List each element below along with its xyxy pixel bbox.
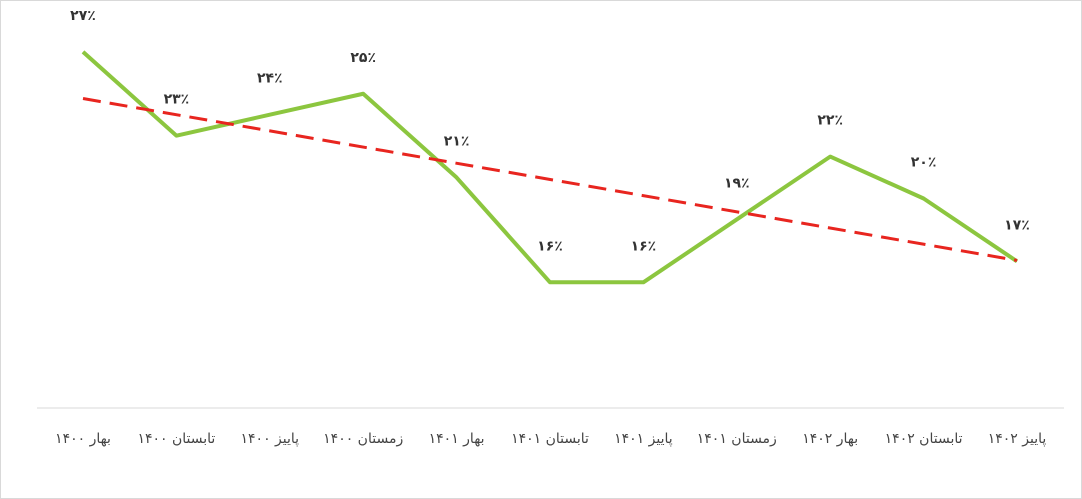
- x-tick-label: بهار ۱۴۰۱: [428, 431, 485, 447]
- data-label: ۱۶٪: [537, 238, 563, 254]
- data-label: ۲۴٪: [257, 71, 283, 87]
- data-label: ۲۷٪: [70, 8, 96, 24]
- x-tick-label: پاییز ۱۴۰۰: [240, 431, 300, 447]
- x-tick-label: بهار ۱۴۰۲: [802, 431, 859, 447]
- line-series: [81, 50, 1019, 285]
- data-label: ۲۳٪: [164, 92, 190, 108]
- x-tick-label: تابستان ۱۴۰۱: [511, 431, 589, 447]
- trendline: [82, 97, 1018, 262]
- x-tick-label: زمستان ۱۴۰۱: [696, 431, 777, 447]
- data-label: ۱۹٪: [724, 175, 750, 191]
- data-label: ۲۵٪: [350, 50, 376, 66]
- data-label: ۲۱٪: [444, 134, 470, 150]
- x-tick-label: پاییز ۱۴۰۱: [614, 431, 673, 447]
- data-label: ۲۲٪: [817, 113, 843, 129]
- data-label: ۲۰٪: [911, 155, 937, 171]
- x-tick-label: تابستان ۱۴۰۲: [884, 431, 963, 447]
- x-tick-label: تابستان ۱۴۰۰: [137, 431, 216, 447]
- x-tick-label: بهار ۱۴۰۰: [55, 431, 111, 447]
- data-label: ۱۷٪: [1004, 217, 1030, 233]
- x-tick-label: پاییز ۱۴۰۲: [987, 431, 1047, 447]
- data-label: ۱۶٪: [631, 238, 657, 254]
- x-tick-label: زمستان ۱۴۰۰: [323, 431, 404, 447]
